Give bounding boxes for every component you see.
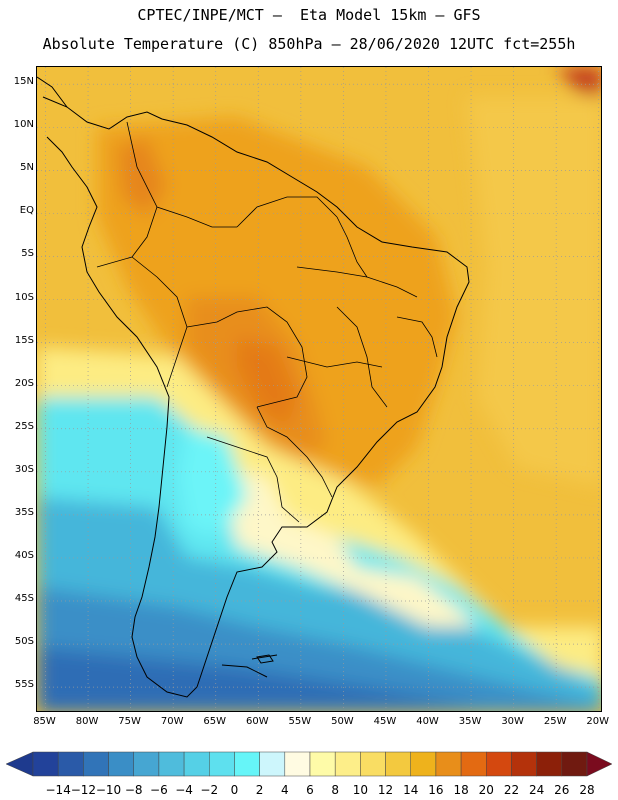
coastline xyxy=(37,76,470,698)
colorbar-tick-label: −12 xyxy=(70,783,97,797)
colorbar-tick-label: −6 xyxy=(150,783,168,797)
colorbar-swatch xyxy=(511,751,537,777)
colorbar-swatch xyxy=(385,751,411,777)
latitude-tick-label: 5N xyxy=(20,162,34,174)
colorbar-tick-label: 12 xyxy=(377,783,394,797)
temperature-map xyxy=(37,67,601,711)
colorbar-swatch xyxy=(486,751,512,777)
colorbar-swatch xyxy=(83,751,109,777)
colorbar-swatch xyxy=(360,751,386,777)
longitude-tick-label: 40W xyxy=(416,716,439,727)
longitude-tick-label: 85W xyxy=(33,716,56,727)
colorbar-tick-label: 0 xyxy=(230,783,239,797)
colorbar-tick-label: 28 xyxy=(579,783,595,797)
colorbar-tick-label: −2 xyxy=(200,783,219,797)
colorbar-tick-label: −14 xyxy=(45,783,71,797)
latitude-tick-label: 55S xyxy=(14,679,34,691)
colorbar-swatch xyxy=(536,751,563,777)
colorbar-tick-label: 20 xyxy=(478,783,494,797)
latitude-tick-label: EQ xyxy=(19,205,34,217)
latitude-tick-label: 40S xyxy=(14,549,34,561)
colorbar-tick-label: 16 xyxy=(428,783,444,797)
colorbar-tick-label: 4 xyxy=(280,783,289,797)
latitude-tick-label: 30S xyxy=(14,463,34,475)
colorbar-tick-label: 24 xyxy=(528,783,545,797)
colorbar-swatch xyxy=(158,751,185,777)
colorbar-tick-label: 22 xyxy=(503,783,520,797)
temperature-field xyxy=(37,67,601,711)
country-borders xyxy=(96,121,438,523)
colorbar-swatch xyxy=(435,751,462,777)
colorbar-low-extension xyxy=(5,751,34,777)
longitude-tick-label: 25W xyxy=(543,716,567,727)
longitude-tick-label: 70W xyxy=(160,716,184,727)
colorbar-high-extension xyxy=(586,751,613,777)
colorbar-swatch xyxy=(57,751,84,777)
colorbar-swatch xyxy=(209,751,235,777)
latitude-tick-label: 5S xyxy=(21,248,34,260)
latitude-tick-label: 45S xyxy=(14,593,34,605)
colorbar-swatch xyxy=(561,751,588,777)
longitude-tick-label: 30W xyxy=(501,716,524,727)
longitude-tick-label: 60W xyxy=(245,716,269,727)
colorbar-swatch xyxy=(460,751,487,777)
longitude-tick-label: 50W xyxy=(331,716,354,727)
colorbar-tick-label: −8 xyxy=(124,783,143,797)
colorbar-swatch xyxy=(108,751,134,777)
longitude-tick-label: 80W xyxy=(75,716,99,727)
colorbar xyxy=(5,751,613,777)
colorbar-tick-label: −10 xyxy=(95,783,122,797)
colorbar-tick-label: −4 xyxy=(175,783,193,797)
colorbar-tick-label: 18 xyxy=(453,783,469,797)
latitude-tick-label: 20S xyxy=(14,377,34,389)
latitude-tick-label: 15N xyxy=(13,76,34,88)
colorbar-swatch xyxy=(183,751,210,777)
latitude-tick-label: 10S xyxy=(14,291,34,303)
colorbar-swatch xyxy=(284,751,311,777)
colorbar-swatch xyxy=(234,751,260,777)
latitude-tick-label: 50S xyxy=(14,636,34,648)
colorbar-swatch xyxy=(32,751,59,777)
colorbar-swatch xyxy=(410,751,437,777)
latitude-tick-label: 15S xyxy=(14,334,34,346)
chart-title-line1: CPTEC/INPE/MCT – Eta Model 15km – GFS xyxy=(137,6,481,24)
chart-title-line2: Absolute Temperature (C) 850hPa – 28/06/… xyxy=(42,35,576,53)
colorbar-tick-label: 26 xyxy=(554,783,570,797)
longitude-tick-label: 45W xyxy=(373,716,397,727)
colorbar-tick-label: 14 xyxy=(403,783,419,797)
colorbar-swatch xyxy=(259,751,286,777)
colorbar-tick-label: 2 xyxy=(255,783,264,797)
colorbar-swatch xyxy=(133,751,160,777)
longitude-tick-label: 75W xyxy=(118,716,141,727)
latitude-tick-label: 25S xyxy=(14,420,34,432)
colorbar-tick-label: 6 xyxy=(306,783,314,797)
latitude-tick-label: 35S xyxy=(14,506,34,518)
longitude-tick-label: 65W xyxy=(203,716,227,727)
longitude-tick-label: 35W xyxy=(458,716,482,727)
longitude-tick-label: 20W xyxy=(586,716,610,727)
colorbar-tick-label: 10 xyxy=(352,783,368,797)
colorbar-tick-label: 8 xyxy=(331,783,339,797)
colorbar-swatch xyxy=(309,751,336,777)
colorbar-swatch xyxy=(334,751,361,777)
latitude-tick-label: 10N xyxy=(13,119,34,131)
map-panel xyxy=(36,66,602,712)
longitude-tick-label: 55W xyxy=(288,716,312,727)
